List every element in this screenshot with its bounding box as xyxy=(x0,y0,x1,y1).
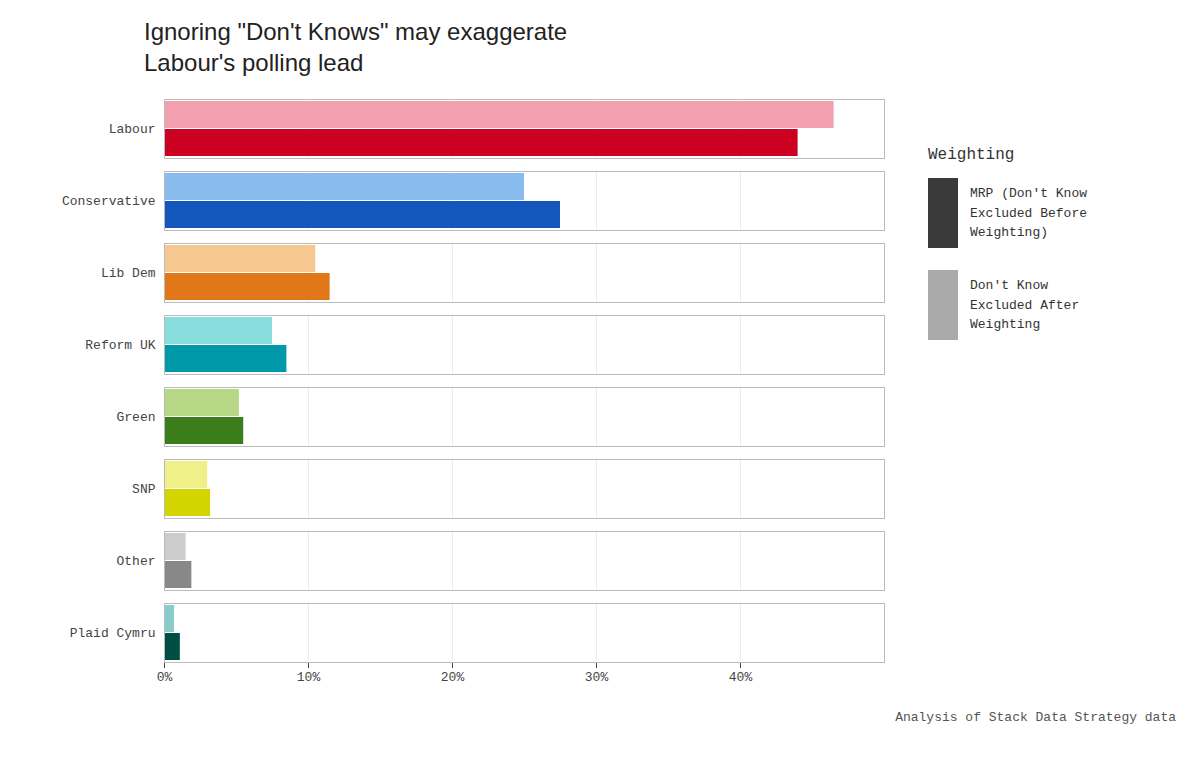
svg-text:0%: 0% xyxy=(157,670,173,685)
svg-text:Other: Other xyxy=(116,555,155,570)
svg-text:Labour: Labour xyxy=(109,123,156,138)
svg-text:10%: 10% xyxy=(297,670,321,685)
svg-text:20%: 20% xyxy=(441,670,465,685)
html-text:Ignoring "Don't Knows" may exa: Ignoring "Don't Knows" may exaggerate La… xyxy=(144,18,568,77)
html-text:Weighting: Weighting xyxy=(928,146,1015,165)
svg-text:Conservative: Conservative xyxy=(62,195,156,210)
html-text:Analysis of Stack Data Strateg: Analysis of Stack Data Strategy data xyxy=(895,710,1176,726)
svg-text:SNP: SNP xyxy=(132,483,156,498)
html-text:MRP (Don't Know Excluded Befor: MRP (Don't Know Excluded Before Weightin… xyxy=(970,186,1087,241)
svg-text:Lib Dem: Lib Dem xyxy=(101,267,156,282)
svg-text:40%: 40% xyxy=(729,670,753,685)
svg-text:Green: Green xyxy=(116,411,155,426)
svg-text:30%: 30% xyxy=(585,670,609,685)
svg-text:Plaid Cymru: Plaid Cymru xyxy=(70,627,156,642)
svg-text:Reform UK: Reform UK xyxy=(85,339,155,354)
html-text:Don't Know Excluded After Weig: Don't Know Excluded After Weighting xyxy=(970,278,1080,333)
